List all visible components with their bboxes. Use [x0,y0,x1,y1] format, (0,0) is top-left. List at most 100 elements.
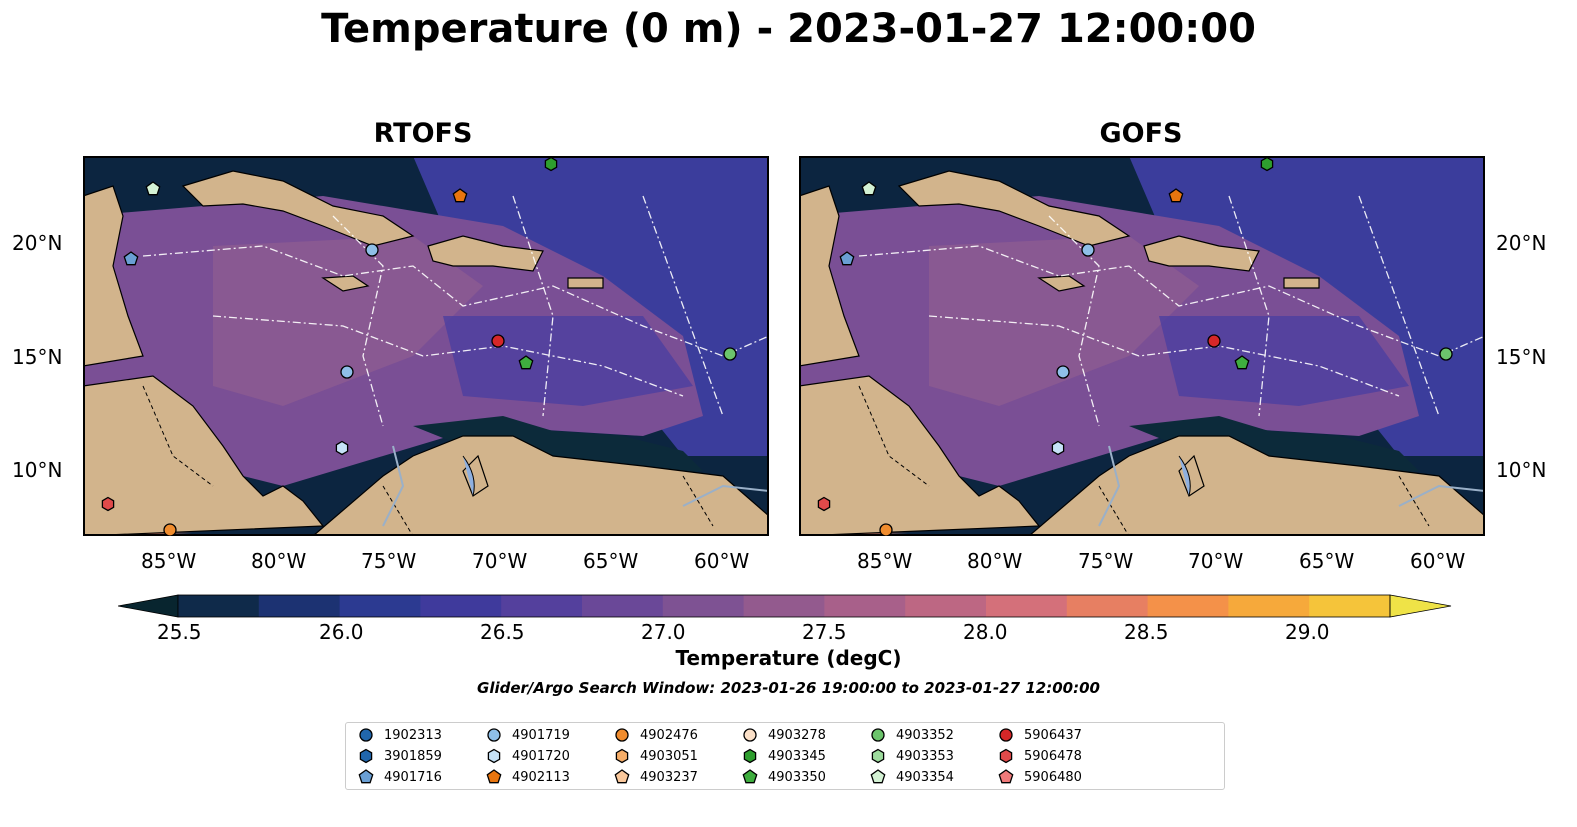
colorbar-segment [420,595,502,617]
legend-label: 4903354 [896,769,954,785]
legend-item-1902313: 1902313 [358,727,442,743]
colorbar-label: Temperature (degC) [675,646,902,670]
land-cuba [181,170,415,247]
float-marker-4903354 [861,181,877,196]
land-borders [142,385,714,536]
float-marker-4901716 [123,251,139,266]
hexagon-marker-icon [999,748,1013,764]
hexagon-marker-icon [359,748,373,764]
legend-item-4903350: 4903350 [742,769,826,785]
lon-tick-gofs-65: 65°W [1299,549,1355,573]
map-frame [83,156,769,536]
legend-marker-4901716 [358,769,374,784]
colorbar-max-extend [1389,594,1452,618]
float-marker-4903350 [1234,355,1250,370]
lon-tick-rtofs-60: 60°W [694,549,750,573]
legend-marker-4903237 [614,769,630,784]
eez-boundary [142,245,769,357]
legend-item-4903352: 4903352 [870,727,954,743]
land-yucatan [799,185,860,367]
hexagon-marker-icon [871,748,885,764]
legend-item-4903353: 4903353 [870,748,954,764]
colorbar-segment [582,595,664,617]
legend-label: 4903345 [768,748,826,764]
legend-label: 4901719 [512,727,570,743]
land-jamaica [321,275,370,292]
legend-item-4902113: 4902113 [486,769,570,785]
legend-marker-5906478 [999,748,1013,764]
figure-title: Temperature (0 m) - 2023-01-27 12:00:00 [321,6,1256,52]
gofs-map [799,156,1485,536]
legend-marker-4903354 [870,769,886,784]
legend-item-4901719: 4901719 [486,727,570,743]
legend-item-3901859: 3901859 [358,748,442,764]
legend-label: 4901716 [384,769,442,785]
legend-item-4903345: 4903345 [742,748,826,764]
legend-label: 4903237 [640,769,698,785]
legend-item-4903237: 4903237 [614,769,698,785]
legend-marker-4902476 [615,728,629,742]
legend-label: 4903352 [896,727,954,743]
float-marker-4903352 [723,347,737,361]
lon-tick-rtofs-70: 70°W [472,549,528,573]
land-hispaniola [427,235,544,272]
float-marker-4901720 [335,440,349,456]
lon-tick-gofs-80: 80°W [967,549,1023,573]
land-puerto-rico [567,277,604,289]
legend-label: 4903350 [768,769,826,785]
eez-boundary [1358,195,1440,417]
legend-marker-4902113 [486,769,502,784]
pentagon-marker-icon [486,769,502,784]
colorbar-segment [905,595,987,617]
eez-boundary [642,195,724,417]
lat-tick-left-10: 10°N [12,458,63,482]
rtofs-map [83,156,769,536]
upwelling-band [413,416,703,476]
colorbar-segment [824,595,906,617]
cb-tick-26-5: 26.5 [480,620,525,644]
eez-boundary [1228,195,1270,417]
colorbar-segment [339,595,421,617]
cb-tick-27-5: 27.5 [802,620,847,644]
float-marker-4902113 [452,188,468,203]
colorbar [118,594,1452,618]
legend-marker-1902313 [359,728,373,742]
float-marker-5906478 [817,496,831,512]
float-marker-4901719 [340,365,354,379]
upwelling-band [1129,416,1419,476]
colorbar-frame [177,594,1391,618]
colorbar-segment [1066,595,1149,617]
legend-item-5906480: 5906480 [998,769,1082,785]
land-yucatan [83,185,144,367]
legend-marker-3901859 [359,748,373,764]
lat-tick-right-15: 15°N [1496,345,1547,369]
float-marker-4903350 [518,355,534,370]
legend-label: 3901859 [384,748,442,764]
legend-label: 4901720 [512,748,570,764]
cb-tick-28-5: 28.5 [1124,620,1169,644]
legend-item-4901720: 4901720 [486,748,570,764]
map-frame [799,156,1485,536]
land-central-america [83,375,325,536]
lon-tick-gofs-85: 85°W [857,549,913,573]
eez-boundary [212,315,684,397]
circle-marker-icon [871,728,885,742]
legend-item-4902476: 4902476 [614,727,698,743]
pentagon-marker-icon [998,769,1014,784]
colorbar-segment [1147,595,1229,617]
legend-marker-4901719 [487,728,501,742]
cb-tick-29-0: 29.0 [1285,620,1330,644]
cb-tick-25-5: 25.5 [157,620,202,644]
float-marker-4901719 [1056,365,1070,379]
land-south-america [1028,435,1485,536]
pentagon-marker-icon [870,769,886,784]
legend-marker-5906437 [999,728,1013,742]
pentagon-marker-icon [358,769,374,784]
float-marker-4903354 [145,181,161,196]
land-puerto-rico [1283,277,1320,289]
colorbar-segment [178,595,260,617]
cool-eastern-basin [1159,316,1409,406]
float-marker-4902476 [163,523,177,536]
colorbar-segment [743,595,825,617]
legend-label: 4903278 [768,727,826,743]
